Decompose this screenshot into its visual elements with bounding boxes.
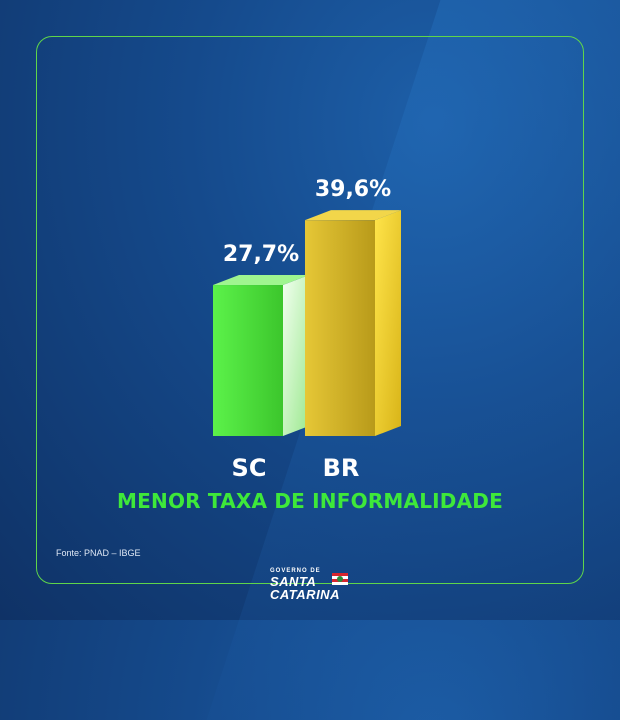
bar-top-face <box>213 275 309 286</box>
chart-title: MENOR TAXA DE INFORMALIDADE <box>117 489 503 513</box>
category-label: BR <box>323 454 360 482</box>
bar-front-face <box>305 220 375 436</box>
flag-icon <box>332 573 348 585</box>
logo-line2: SANTA <box>270 574 317 589</box>
source-note: Fonte: PNAD – IBGE <box>56 548 141 558</box>
category-label: SC <box>232 454 267 482</box>
bar-chart: 27,7% SC 39,6% BR <box>213 177 401 482</box>
value-label: 39,6% <box>315 177 391 202</box>
bar-side-face <box>375 210 401 436</box>
bar-top-face <box>305 210 401 221</box>
value-label: 27,7% <box>223 242 299 267</box>
bar-front-face <box>213 285 283 436</box>
bar-side-face <box>283 275 309 436</box>
government-logo: GOVERNO DE SANTA CATARINA <box>270 568 360 608</box>
bar-br <box>305 210 401 436</box>
content-frame <box>36 36 584 584</box>
bar-sc <box>213 275 309 436</box>
logo-line3: CATARINA <box>270 587 340 602</box>
logo-line1: GOVERNO DE <box>270 568 321 574</box>
